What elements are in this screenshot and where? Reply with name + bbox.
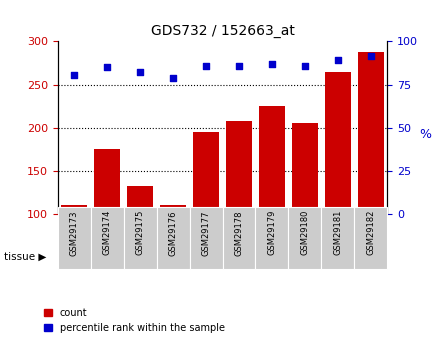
- Text: whole organism: whole organism: [261, 252, 349, 262]
- Text: GSM29174: GSM29174: [103, 210, 112, 256]
- Bar: [94, 149, 121, 300]
- Point: [301, 63, 308, 69]
- Point: [202, 63, 210, 68]
- Bar: [288, 207, 321, 269]
- Bar: [259, 106, 285, 300]
- Y-axis label: %: %: [419, 128, 431, 141]
- Bar: [321, 207, 354, 269]
- Point: [71, 72, 78, 78]
- Bar: [190, 207, 222, 269]
- Bar: [91, 207, 124, 269]
- Bar: [124, 207, 157, 269]
- Bar: [255, 207, 288, 269]
- Bar: [222, 207, 255, 269]
- Bar: [160, 205, 186, 300]
- Text: GSM29175: GSM29175: [136, 210, 145, 256]
- Point: [170, 75, 177, 80]
- Point: [235, 63, 243, 68]
- Bar: [222, 245, 387, 269]
- Text: tissue ▶: tissue ▶: [4, 252, 47, 262]
- Point: [268, 61, 275, 67]
- Bar: [324, 71, 351, 300]
- Text: GDS732 / 152663_at: GDS732 / 152663_at: [150, 24, 295, 38]
- Bar: [58, 207, 91, 269]
- Bar: [354, 207, 387, 269]
- Bar: [193, 132, 219, 300]
- Text: GSM29181: GSM29181: [333, 210, 342, 256]
- Text: GSM29173: GSM29173: [70, 210, 79, 256]
- Bar: [58, 245, 222, 269]
- Text: GSM29177: GSM29177: [202, 210, 210, 256]
- Text: Malpighian tubule: Malpighian tubule: [90, 252, 190, 262]
- Point: [137, 70, 144, 75]
- Text: GSM29182: GSM29182: [366, 210, 375, 256]
- Bar: [291, 123, 318, 300]
- Text: GSM29180: GSM29180: [300, 210, 309, 256]
- Point: [334, 57, 341, 62]
- Legend: count, percentile rank within the sample: count, percentile rank within the sample: [40, 304, 229, 337]
- Text: GSM29178: GSM29178: [235, 210, 243, 256]
- Point: [104, 65, 111, 70]
- Bar: [357, 52, 384, 300]
- Bar: [226, 121, 252, 300]
- Point: [367, 53, 374, 59]
- Text: GSM29176: GSM29176: [169, 210, 178, 256]
- Bar: [61, 205, 88, 300]
- Bar: [127, 186, 154, 300]
- Bar: [157, 207, 190, 269]
- Text: GSM29179: GSM29179: [267, 210, 276, 256]
